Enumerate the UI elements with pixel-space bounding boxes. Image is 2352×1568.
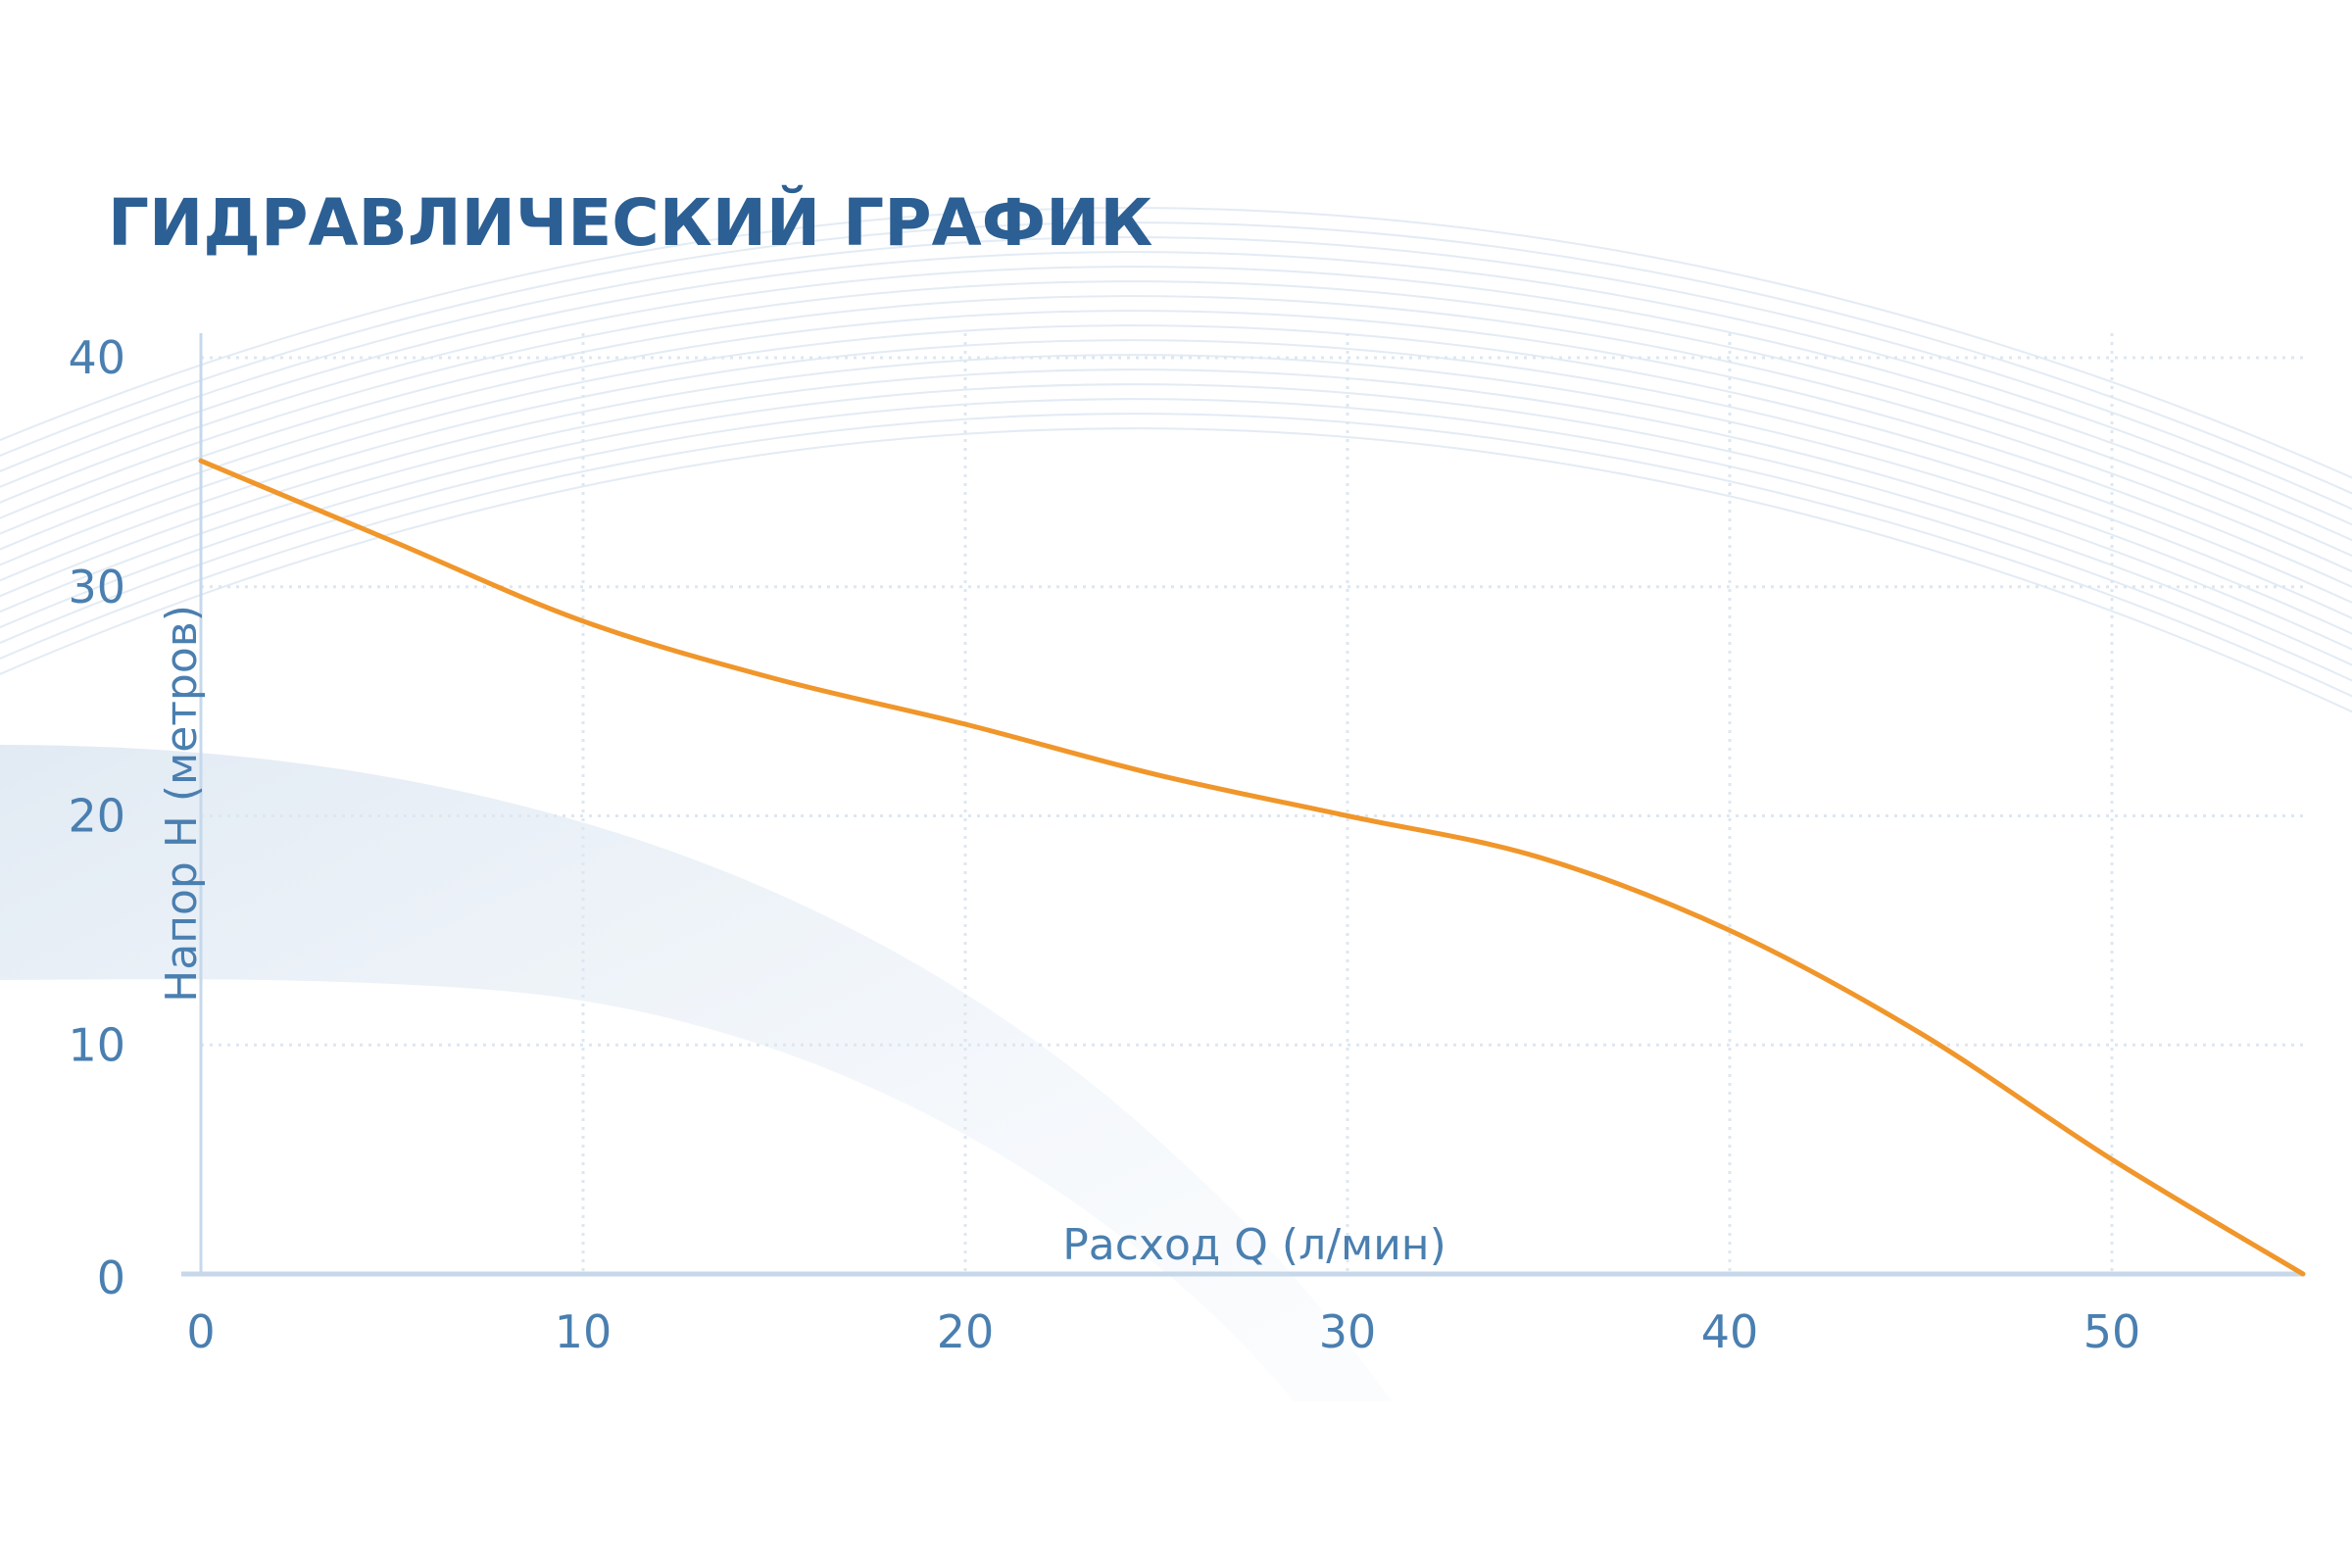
x-tick-label: 40 — [1701, 1305, 1759, 1358]
background-arc — [0, 310, 2352, 589]
background-arc — [0, 295, 2352, 573]
background-arc — [0, 427, 2352, 713]
y-axis-label: Напор H (метров) — [157, 605, 207, 1003]
chart-title: ГИДРАВЛИЧЕСКИЙ ГРАФИК — [108, 184, 1152, 261]
y-tick-label: 40 — [68, 331, 125, 384]
background-arc — [0, 339, 2352, 619]
background-arc — [0, 251, 2352, 526]
x-axis-label: Расход Q (л/мин) — [1062, 1220, 1446, 1270]
ticks: 0 10 20 30 40 50 0 10 20 30 40 — [68, 331, 2140, 1358]
background-arc — [0, 324, 2352, 604]
axes — [181, 333, 2303, 1277]
series-line — [198, 458, 2306, 1277]
background-arc — [0, 398, 2352, 682]
background-arc — [0, 383, 2352, 666]
x-tick-label: 30 — [1319, 1305, 1377, 1358]
y-tick-label: 10 — [68, 1018, 125, 1071]
background-arc — [0, 413, 2352, 698]
y-tick-label: 20 — [68, 790, 125, 843]
x-tick-label: 50 — [2083, 1305, 2141, 1358]
y-tick-label: 0 — [97, 1251, 125, 1304]
background-arc — [0, 354, 2352, 635]
x-tick-label: 10 — [555, 1305, 612, 1358]
y-tick-label: 30 — [68, 561, 125, 613]
x-tick-label: 0 — [186, 1305, 215, 1358]
background-arc — [0, 236, 2352, 511]
x-tick-label: 20 — [937, 1305, 995, 1358]
background-swoosh — [0, 745, 1392, 1401]
background-arc — [0, 280, 2352, 558]
background-arc — [0, 221, 2352, 495]
background-arc — [0, 266, 2352, 542]
background-arc — [0, 368, 2352, 651]
background-arc — [0, 207, 2352, 479]
series — [198, 458, 2306, 1277]
background-arcs — [0, 207, 2352, 713]
grid — [199, 333, 2303, 1274]
